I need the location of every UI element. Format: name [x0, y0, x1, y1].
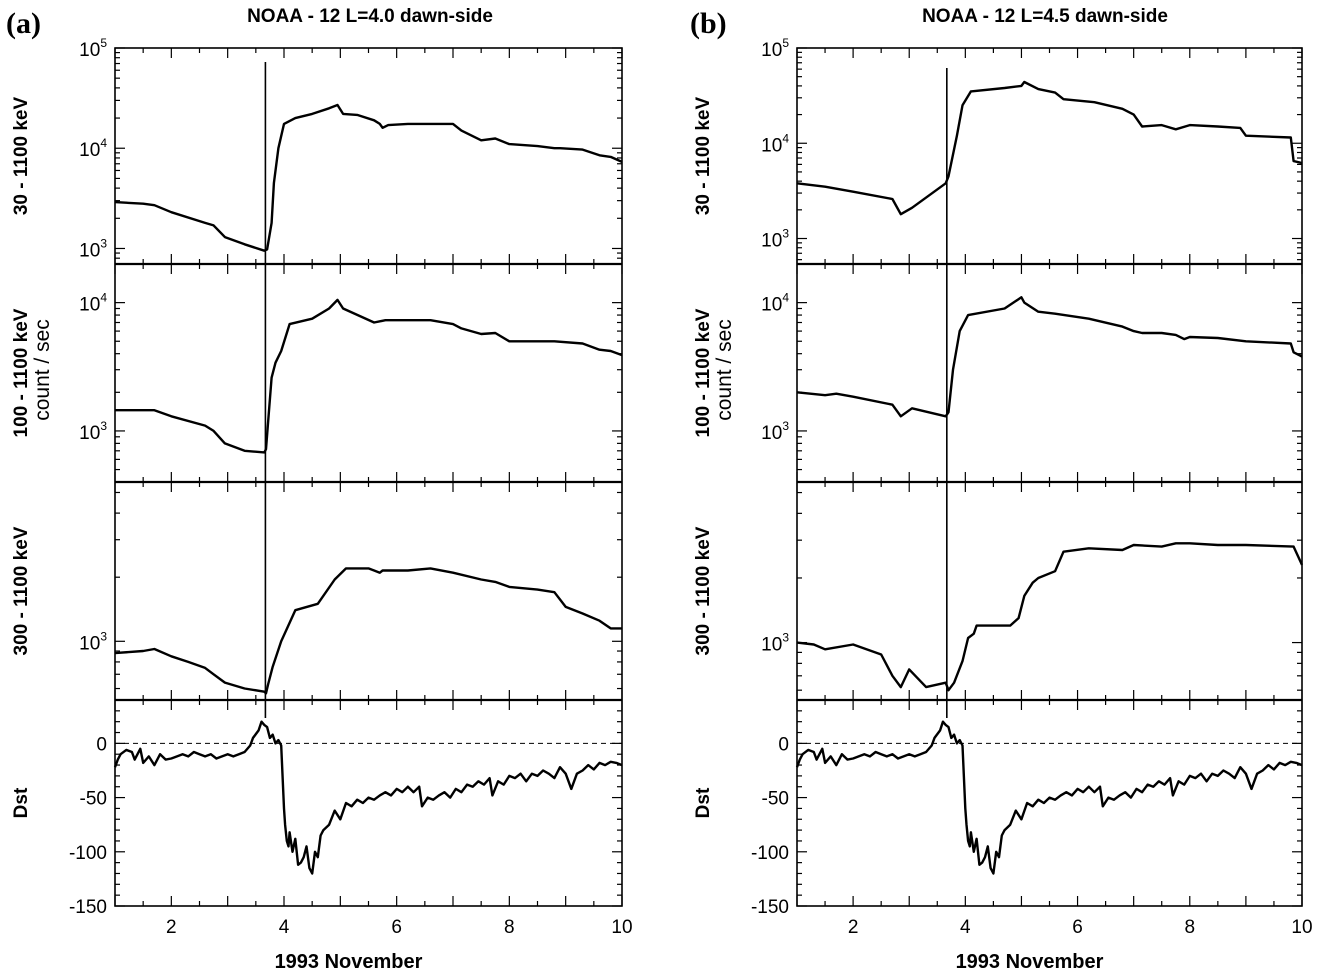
y-tick-label: 103 — [79, 629, 107, 654]
data-series-line — [796, 542, 1304, 692]
panel-label: (b) — [690, 7, 727, 40]
x-axis-label: 1993 November — [275, 951, 423, 973]
data-series-line — [795, 720, 1303, 875]
y-axis-label: 100 - 1100 keV — [693, 308, 714, 437]
data-series-line — [113, 720, 623, 875]
y-axis-label: Dst — [11, 787, 32, 818]
data-series-line — [115, 298, 623, 454]
y-axis-label: Dst — [693, 787, 714, 818]
subplot-4: 0 -50 -100 -150 Dst — [11, 699, 623, 918]
x-tick-label: 8 — [504, 917, 515, 938]
x-tick-label: 10 — [611, 917, 632, 938]
y-tick-label: 103 — [79, 236, 107, 261]
x-tick-label: 6 — [1072, 917, 1083, 938]
x-tick-label: 8 — [1184, 917, 1195, 938]
y-axis-label: 300 - 1100 keV — [693, 526, 714, 655]
x-tick-label: 4 — [960, 917, 971, 938]
data-series-line — [114, 567, 622, 695]
y-tick-label: -50 — [80, 789, 107, 810]
y-axis-label: 30 - 1100 keV — [693, 97, 714, 216]
y-tick-label: 105 — [79, 36, 107, 61]
subplot-2: 103 104 100 - 1100 keV — [693, 263, 1303, 483]
subplot-3: 103 300 - 1100 keV — [11, 491, 622, 695]
y-tick-label: 103 — [761, 227, 789, 252]
y-tick-label: 104 — [79, 291, 107, 316]
subplot-1: 103 104 105 30 - 1100 keV — [11, 36, 623, 265]
y-tick-label: 104 — [761, 131, 789, 156]
y-axis-label: 300 - 1100 keV — [11, 526, 32, 655]
panel-label: (a) — [6, 7, 41, 40]
y-tick-label: 104 — [761, 291, 789, 316]
y-axis-label: 30 - 1100 keV — [11, 97, 32, 216]
x-tick-label: 4 — [279, 917, 290, 938]
count-unit-label: count / sec — [713, 319, 736, 421]
x-tick-label: 10 — [1291, 917, 1312, 938]
y-tick-label: 103 — [761, 631, 789, 656]
x-tick-label: 6 — [391, 917, 402, 938]
y-tick-label: 103 — [761, 419, 789, 444]
x-tick-label: 2 — [166, 917, 177, 938]
subplot-3: 103 300 - 1100 keV — [693, 491, 1304, 692]
y-tick-label: -50 — [762, 789, 789, 810]
x-axis-label: 1993 November — [956, 951, 1104, 973]
x-tick-label: 2 — [848, 917, 859, 938]
y-tick-label: 0 — [778, 734, 789, 755]
panel-a: (a) NOAA - 12 L=4.0 dawn-side10310410530 … — [6, 6, 633, 973]
y-tick-label: -150 — [751, 897, 789, 918]
chart-title: NOAA - 12 L=4.0 dawn-side — [247, 6, 493, 27]
panel-b: (b) NOAA - 12 L=4.5 dawn-side10310410530 … — [690, 6, 1313, 973]
subplot-1: 103 104 105 30 - 1100 keV — [693, 36, 1303, 261]
y-tick-label: 103 — [79, 419, 107, 444]
chart-title: NOAA - 12 L=4.5 dawn-side — [922, 6, 1168, 27]
count-unit-label: count / sec — [31, 319, 54, 421]
y-tick-label: 0 — [96, 734, 107, 755]
y-tick-label: -100 — [751, 843, 789, 864]
subplot-2: 103 104 100 - 1100 keV — [11, 263, 623, 483]
y-tick-label: -100 — [69, 843, 107, 864]
y-axis-label: 100 - 1100 keV — [11, 308, 32, 437]
y-tick-label: -150 — [69, 897, 107, 918]
y-tick-label: 105 — [761, 36, 789, 61]
data-series-line — [796, 80, 1303, 216]
subplot-4: 0 -50 -100 -150 Dst — [693, 699, 1303, 918]
data-series-line — [114, 103, 623, 252]
data-series-line — [796, 296, 1303, 418]
y-tick-label: 104 — [79, 136, 107, 161]
